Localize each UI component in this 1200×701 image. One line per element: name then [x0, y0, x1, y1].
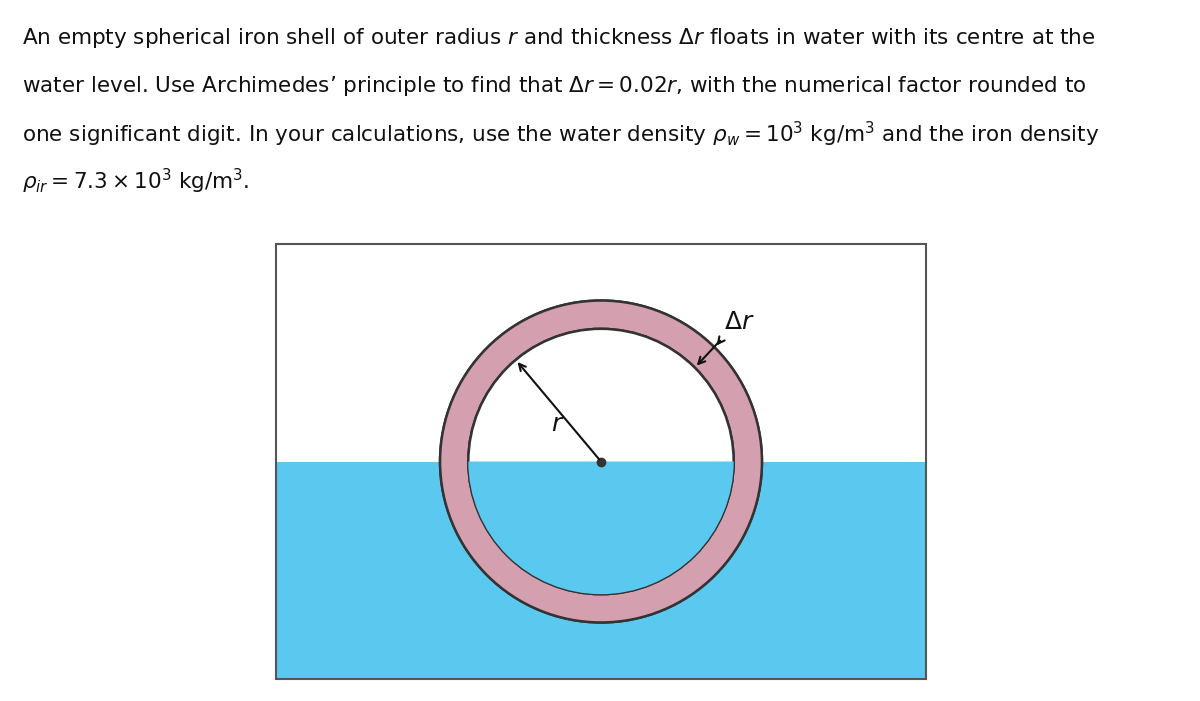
Circle shape: [468, 329, 733, 594]
Circle shape: [440, 301, 762, 622]
Text: $\rho_{ir} = 7.3 \times 10^3$ kg/m$^3$.: $\rho_{ir} = 7.3 \times 10^3$ kg/m$^3$.: [22, 167, 250, 196]
Wedge shape: [468, 461, 733, 594]
Bar: [276, 244, 926, 679]
Bar: [276, 244, 926, 679]
Text: water level. Use Archimedes’ principle to find that $\Delta r = 0.02r$, with the: water level. Use Archimedes’ principle t…: [22, 73, 1086, 98]
Text: An empty spherical iron shell of outer radius $r$ and thickness $\Delta r$ float: An empty spherical iron shell of outer r…: [22, 26, 1096, 50]
Circle shape: [440, 301, 762, 622]
Bar: [276, 461, 926, 679]
Text: $\Delta r$: $\Delta r$: [724, 310, 755, 334]
Text: one significant digit. In your calculations, use the water density $\rho_w = 10^: one significant digit. In your calculati…: [22, 120, 1099, 149]
Circle shape: [468, 329, 733, 594]
Text: $r$: $r$: [551, 411, 564, 436]
Bar: [276, 461, 926, 679]
